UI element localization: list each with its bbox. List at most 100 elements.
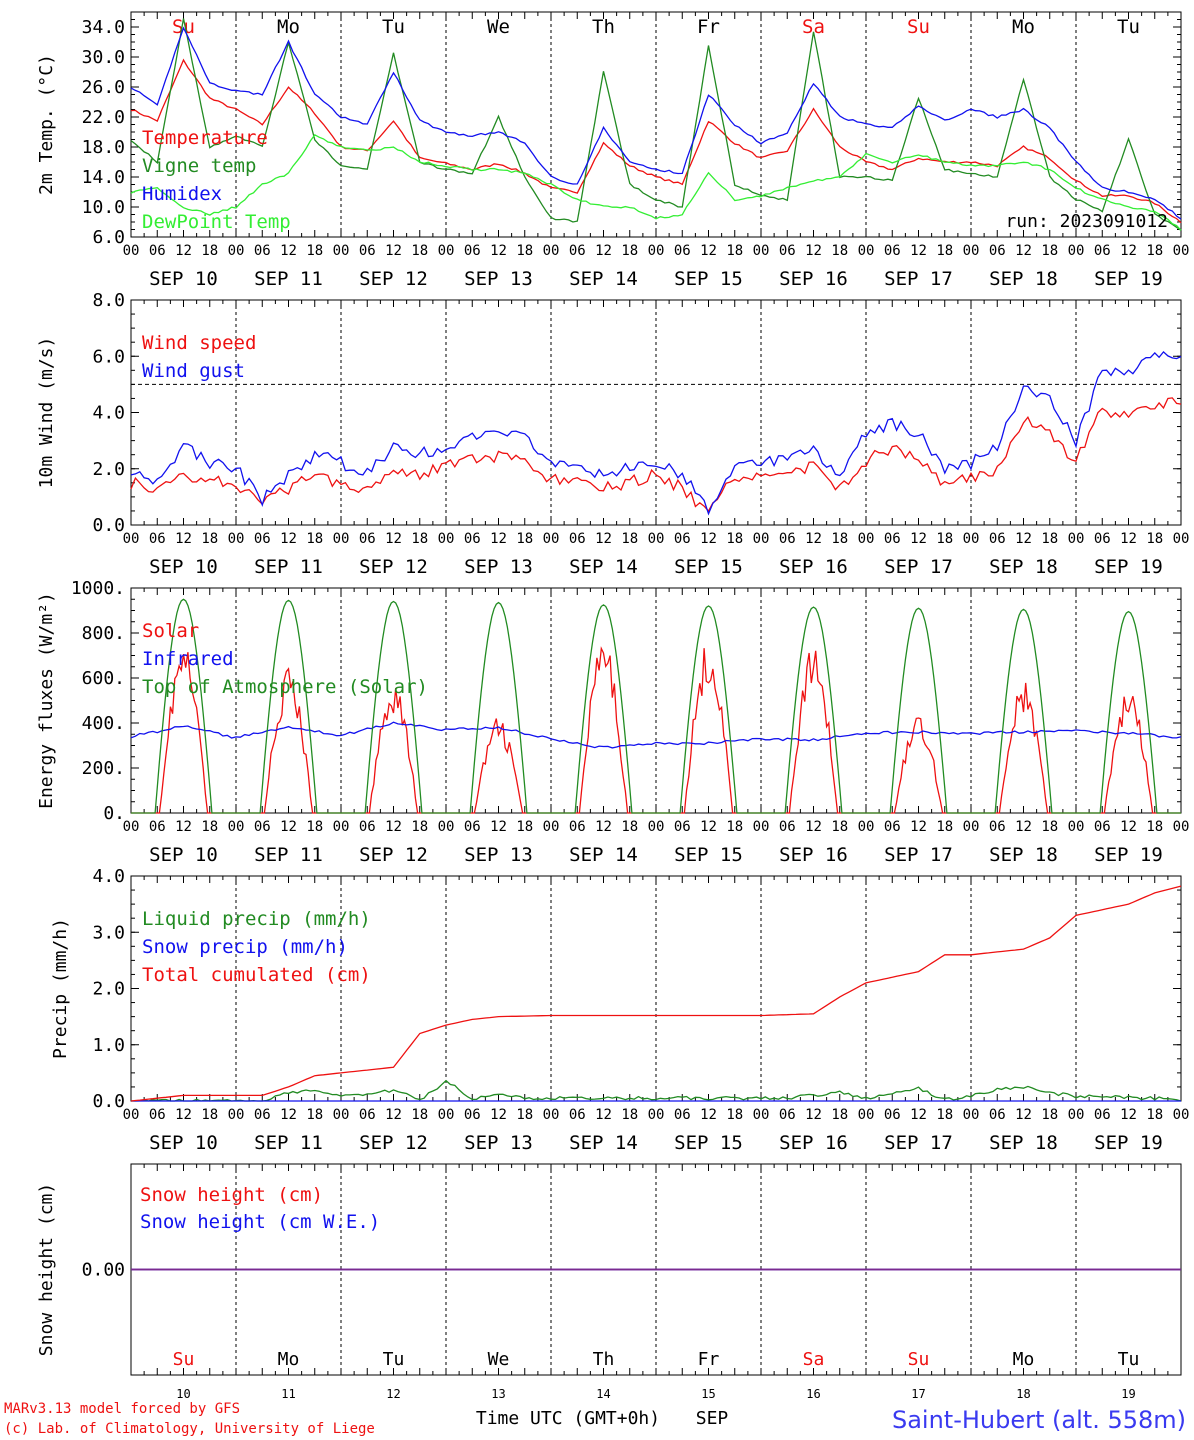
x-tick-label: 12 — [595, 1107, 612, 1123]
day-label: SEP 17 — [884, 1132, 953, 1154]
day-label: SEP 18 — [989, 268, 1058, 290]
weekday-label: Th — [593, 1349, 615, 1370]
y-tick-label: 4.0 — [92, 403, 125, 424]
x-tick-label: 12 — [805, 243, 822, 259]
x-tick-label: 12 — [280, 819, 297, 835]
x-tick-label: 00 — [963, 819, 980, 835]
x-tick-label: 06 — [359, 819, 376, 835]
day-number-label: 16 — [806, 1387, 820, 1401]
x-tick-label: 06 — [359, 531, 376, 547]
weekday-label: Mo — [1013, 1349, 1035, 1370]
x-tick-label: 12 — [175, 819, 192, 835]
x-tick-label: 00 — [963, 1107, 980, 1123]
x-tick-label: 06 — [779, 531, 796, 547]
x-tick-label: 00 — [648, 243, 665, 259]
x-tick-label: 06 — [989, 243, 1006, 259]
series-line-total-cumulated-cm- — [130, 885, 1182, 1102]
x-tick-label: 12 — [700, 1107, 717, 1123]
panel-4: 0.0 1.0 2.0 3.0 4.0 Precip (mm/h) 00 06 12 18 SEP … — [50, 866, 1189, 1154]
x-tick-label: 18 — [306, 819, 323, 835]
day-label: SEP 13 — [464, 844, 533, 866]
day-number-label: 15 — [701, 1387, 715, 1401]
x-tick-label: 12 — [1120, 819, 1137, 835]
weekday-label: We — [487, 16, 510, 38]
weekday-label: Fr — [698, 1349, 720, 1370]
y-tick-label: 14.0 — [82, 167, 125, 188]
x-tick-label: 12 — [175, 1107, 192, 1123]
x-tick-label: 12 — [805, 1107, 822, 1123]
x-tick-label: 18 — [726, 243, 743, 259]
x-tick-label: 00 — [438, 531, 455, 547]
x-tick-label: 12 — [910, 243, 927, 259]
x-tick-label: 12 — [700, 819, 717, 835]
x-tick-label: 18 — [201, 1107, 218, 1123]
x-tick-label: 06 — [779, 1107, 796, 1123]
series-line-humidex — [130, 26, 1182, 220]
x-tick-label: 00 — [438, 819, 455, 835]
y-axis-label: 2m Temp. (°C) — [36, 54, 57, 195]
y-axis-label: 10m Wind (m/s) — [36, 337, 57, 489]
x-tick-label: 00 — [123, 819, 140, 835]
y-tick-label: 4.0 — [92, 866, 125, 887]
x-tick-label: 06 — [884, 531, 901, 547]
y-axis-label: Energy fluxes (W/m²) — [36, 592, 57, 809]
x-tick-label: 06 — [254, 819, 271, 835]
x-tick-label: 06 — [464, 819, 481, 835]
day-label: SEP 10 — [149, 268, 218, 290]
day-number-label: 13 — [491, 1387, 505, 1401]
x-tick-label: 00 — [648, 819, 665, 835]
weekday-label: Sa — [803, 1349, 825, 1370]
x-tick-label: 18 — [621, 243, 638, 259]
weekday-label: Su — [173, 1349, 195, 1370]
day-label: SEP 11 — [254, 1132, 323, 1154]
x-tick-label: 18 — [201, 243, 218, 259]
x-tick-label: 06 — [569, 531, 586, 547]
series-line-liquid-precip-mm-h- — [131, 1079, 1182, 1102]
x-tick-label: 06 — [254, 243, 271, 259]
series-line-wind-speed — [130, 397, 1182, 513]
series-line-top-of-atmosphere-solar- — [131, 598, 1181, 814]
series-line-vigne-temp — [130, 18, 1182, 231]
y-axis-label: Snow height (cm) — [36, 1183, 57, 1356]
y-tick-label: 34.0 — [82, 17, 125, 38]
legend-entry: DewPoint Temp — [142, 211, 291, 233]
legend-entry: Infrared — [142, 648, 234, 670]
legend-entry: Snow height (cm W.E.) — [140, 1211, 380, 1233]
day-label: SEP 16 — [779, 268, 848, 290]
day-label: SEP 12 — [359, 844, 428, 866]
day-label: SEP 16 — [779, 844, 848, 866]
x-tick-label: 06 — [779, 819, 796, 835]
x-tick-label: 00 — [228, 531, 245, 547]
plot-frame — [130, 587, 1182, 814]
x-tick-label: 00 — [858, 531, 875, 547]
month-label: SEP — [696, 1408, 729, 1429]
x-tick-label: 00 — [543, 531, 560, 547]
legend-entry: Vigne temp — [142, 155, 256, 177]
y-tick-label: 0.0 — [92, 1091, 125, 1112]
x-tick-label: 18 — [726, 531, 743, 547]
x-tick-label: 00 — [753, 1107, 770, 1123]
legend-entry: Snow precip (mm/h) — [142, 936, 348, 958]
day-label: SEP 15 — [674, 268, 743, 290]
x-tick-label: 12 — [595, 243, 612, 259]
x-tick-label: 06 — [674, 819, 691, 835]
panels: 6.0 10.0 14.0 18.0 22.0 26.0 30.0 34.0 2m Temp. … — [36, 11, 1190, 1401]
y-tick-label: 22.0 — [82, 107, 125, 128]
x-tick-label: 00 — [543, 243, 560, 259]
x-tick-label: 18 — [411, 819, 428, 835]
series-line-dewpoint-temp — [130, 133, 1182, 231]
x-tick-label: 12 — [490, 531, 507, 547]
x-tick-label: 06 — [149, 531, 166, 547]
x-tick-label: 00 — [1173, 819, 1190, 835]
x-tick-label: 06 — [779, 243, 796, 259]
x-tick-label: 18 — [411, 243, 428, 259]
day-number-label: 14 — [596, 1387, 610, 1401]
x-tick-label: 12 — [700, 531, 717, 547]
x-tick-label: 18 — [831, 1107, 848, 1123]
x-tick-label: 06 — [1094, 243, 1111, 259]
x-tick-label: 06 — [884, 243, 901, 259]
legend-entry: Total cumulated (cm) — [142, 964, 371, 986]
x-tick-label: 06 — [674, 243, 691, 259]
day-number-label: 17 — [911, 1387, 925, 1401]
x-tick-label: 18 — [411, 531, 428, 547]
